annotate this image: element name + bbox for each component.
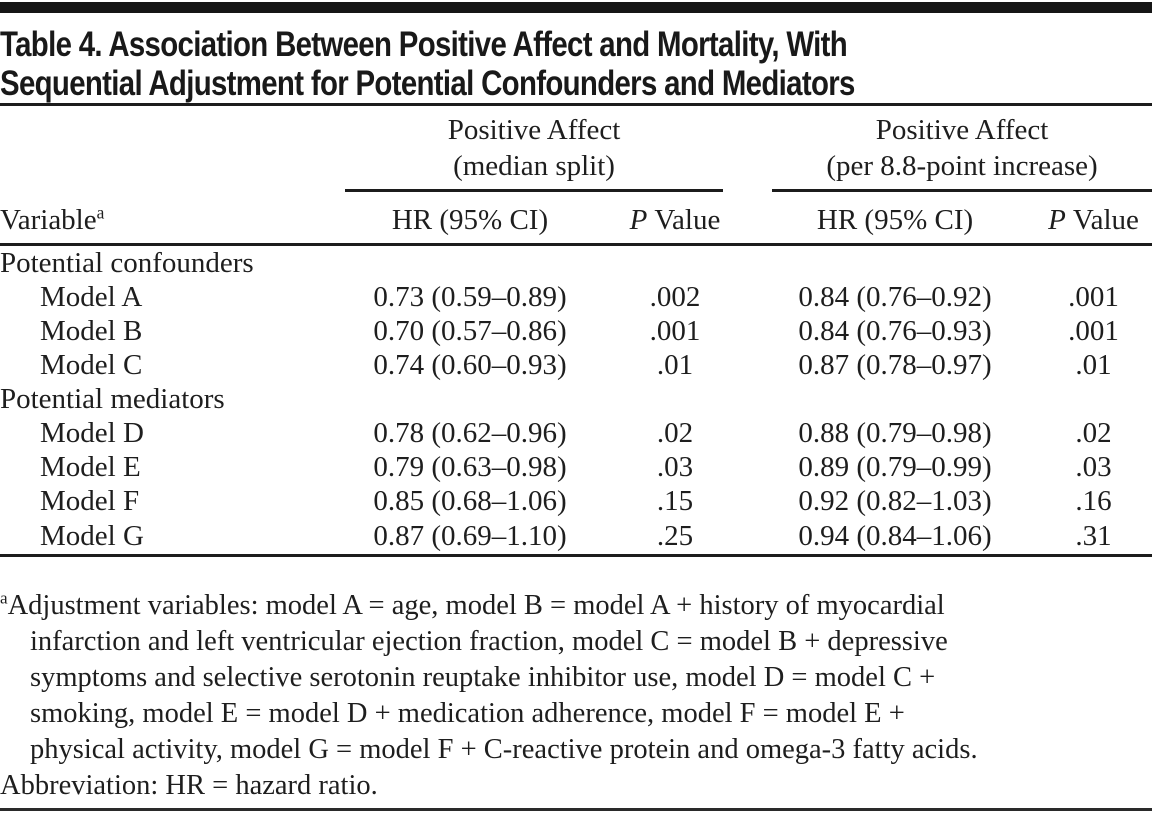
spanner-cell-median-split: Positive Affect (median split) [345,112,755,192]
column-header-row: Variablea HR (95% CI) P Value HR (95% CI)… [0,192,1152,246]
hr-per-point-value: 0.88 (0.79–0.98) [798,417,992,449]
footnote-text: infarction and left ventricular ejection… [30,626,948,657]
p-column-header-median: P Value [595,192,756,246]
variable-column-header: Variablea [0,192,345,246]
footnote-adjustment-line-3: symptoms and selective serotonin reuptak… [0,660,1152,696]
footnote-text: smoking, model E = model D + medication … [30,698,905,729]
hr-per-point-value: 0.84 (0.76–0.92) [798,281,992,313]
row-variable: Model F [40,485,140,517]
footnote-text: Adjustment variables: model A = age, mod… [7,590,945,621]
table-row-model-g: Model G 0.87 (0.69–1.10) .25 0.94 (0.84–… [0,518,1152,557]
table-title-line-1: Table 4. Association Between Positive Af… [0,25,848,64]
hr-median-value: 0.73 (0.59–0.89) [373,281,567,313]
p-per-point-value: .16 [1075,485,1112,517]
p-per-point-value: .03 [1075,451,1112,483]
table-row-model-f: Model F 0.85 (0.68–1.06) .15 0.92 (0.82–… [0,484,1152,518]
footnote-text: symptoms and selective serotonin reuptak… [30,662,936,693]
variable-footnote-marker: a [96,202,105,223]
spanner-spacer-cell [0,112,345,192]
p-rest-label: Value [1072,204,1139,236]
hr-median-value: 0.85 (0.68–1.06) [373,485,567,517]
p-per-point-value: .02 [1075,417,1112,449]
hr-median-value: 0.74 (0.60–0.93) [373,349,567,381]
hr-per-point-value: 0.92 (0.82–1.03) [798,485,992,517]
p-median-value: .03 [656,451,694,483]
p-column-header-per-point: P Value [1035,192,1152,246]
footnote-text: physical activity, model G = model F + C… [30,734,978,765]
bottom-rule-bar [0,808,1152,811]
spanner-header-row: Positive Affect (median split) Positive … [0,112,1152,192]
p-median-value: .15 [656,485,694,517]
footnote-adjustment-line-5: physical activity, model G = model F + C… [0,732,1152,768]
spanner-per-point-line2: (per 8.8-point increase) [826,150,1098,182]
section-label: Potential confounders [0,247,254,279]
section-row-confounders: Potential confounders [0,245,1152,281]
p-per-point-value: .001 [1068,315,1119,347]
hr-median-value: 0.79 (0.63–0.98) [373,451,567,483]
hr-median-value: 0.87 (0.69–1.10) [345,518,595,557]
footnote-adjustment-line-1: aAdjustment variables: model A = age, mo… [0,588,1152,624]
p-median-value: .01 [656,349,694,381]
section-row-mediators: Potential mediators [0,382,1152,416]
spanner-per-point: Positive Affect (per 8.8-point increase) [772,112,1152,192]
table-row-model-e: Model E 0.79 (0.63–0.98) .03 0.89 (0.79–… [0,450,1152,484]
hr-column-header-per-point: HR (95% CI) [755,192,1036,246]
row-variable: Model C [40,349,143,381]
p-median-value: .001 [649,315,701,347]
hr-median-value: 0.78 (0.62–0.96) [373,417,567,449]
hr-median-value: 0.70 (0.57–0.86) [373,315,567,347]
hr-column-header-median: HR (95% CI) [345,192,595,246]
title-divider-rule [0,103,1152,106]
row-variable: Model B [40,315,143,347]
row-variable: Model G [0,518,345,557]
table-row-model-a: Model A 0.73 (0.59–0.89) .002 0.84 (0.76… [0,280,1152,314]
row-variable: Model E [40,451,141,483]
p-per-point-value: .01 [1075,349,1112,381]
footnote-adjustment-line-2: infarction and left ventricular ejection… [0,624,1152,660]
hr-per-point-value: 0.94 (0.84–1.06) [755,518,1036,557]
table-row-model-b: Model B 0.70 (0.57–0.86) .001 0.84 (0.76… [0,314,1152,348]
footnote-marker: a [0,588,8,608]
hr-per-point-value: 0.87 (0.78–0.97) [798,349,992,381]
hr-per-point-value: 0.84 (0.76–0.93) [798,315,992,347]
variable-header-label: Variable [0,204,97,236]
p-italic-label: P [1048,204,1066,236]
p-median-value: .002 [649,281,701,313]
top-rule-bar [0,2,1152,13]
row-variable: Model D [40,417,144,449]
abbreviation-text: Abbreviation: HR = hazard ratio. [0,770,378,801]
spanner-per-point-line1: Positive Affect [875,114,1049,146]
results-table: Positive Affect (median split) Positive … [0,112,1152,557]
p-per-point-value: .001 [1068,281,1119,313]
spanner-median-split: Positive Affect (median split) [345,112,724,192]
spanner-cell-per-point: Positive Affect (per 8.8-point increase) [755,112,1152,192]
p-median-value: .02 [656,417,694,449]
table-row-model-d: Model D 0.78 (0.62–0.96) .02 0.88 (0.79–… [0,416,1152,450]
footnote-adjustment-line-4: smoking, model E = model D + medication … [0,696,1152,732]
p-rest-label: Value [654,204,721,236]
p-per-point-value: .31 [1035,518,1152,557]
row-variable: Model A [40,281,143,313]
table-footnotes: aAdjustment variables: model A = age, mo… [0,588,1152,804]
p-italic-label: P [629,204,648,236]
section-label: Potential mediators [0,383,225,415]
p-median-value: .25 [595,518,756,557]
abbreviation-note: Abbreviation: HR = hazard ratio. [0,768,1152,804]
spanner-median-split-line1: Positive Affect [447,114,621,146]
table-row-model-c: Model C 0.74 (0.60–0.93) .01 0.87 (0.78–… [0,348,1152,382]
spanner-median-split-line2: (median split) [453,150,615,182]
table-title-line-2: Sequential Adjustment for Potential Conf… [0,64,855,103]
hr-per-point-value: 0.89 (0.79–0.99) [798,451,992,483]
table-title: Table 4. Association Between Positive Af… [0,25,855,103]
